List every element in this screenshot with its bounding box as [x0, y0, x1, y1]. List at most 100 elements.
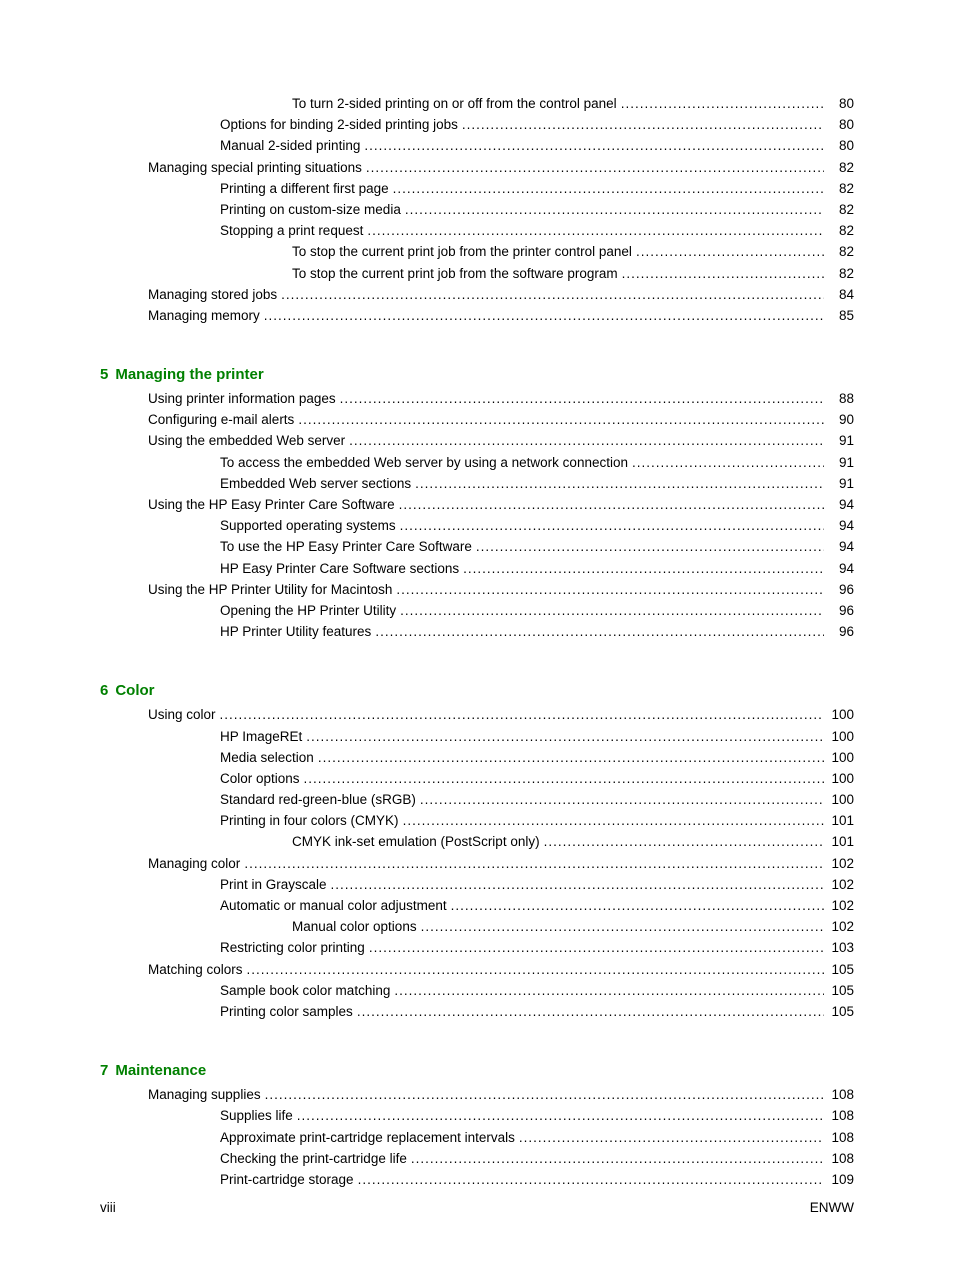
toc-entry[interactable]: Media selection 100 [100, 747, 854, 768]
toc-entry-page: 100 [828, 789, 854, 810]
toc-entry[interactable]: HP Printer Utility features 96 [100, 621, 854, 642]
toc-entry-text: Standard red-green-blue (sRGB) [220, 789, 416, 810]
toc-dot-leader [265, 1084, 824, 1105]
chapter-number: 7 [100, 1062, 108, 1079]
toc-entry[interactable]: Print in Grayscale 102 [100, 874, 854, 895]
toc-entry[interactable]: To stop the current print job from the s… [100, 263, 854, 284]
toc-dot-leader [476, 536, 824, 557]
toc-entry[interactable]: Color options 100 [100, 768, 854, 789]
toc-entry-text: HP Easy Printer Care Software sections [220, 558, 459, 579]
toc-entry-text: Stopping a print request [220, 220, 363, 241]
toc-dot-leader [403, 810, 824, 831]
toc-dot-leader [318, 747, 824, 768]
toc-entry-text: Managing supplies [148, 1084, 261, 1105]
toc-dot-leader [632, 452, 824, 473]
toc-entry-page: 80 [828, 93, 854, 114]
toc-entry-page: 82 [828, 178, 854, 199]
toc-entry-text: Manual color options [292, 916, 417, 937]
toc-dot-leader [297, 1105, 824, 1126]
toc-dot-leader [622, 263, 824, 284]
toc-entry[interactable]: To turn 2-sided printing on or off from … [100, 93, 854, 114]
toc-entry-page: 108 [828, 1105, 854, 1126]
toc-entry-text: Restricting color printing [220, 937, 365, 958]
toc-entry[interactable]: CMYK ink-set emulation (PostScript only)… [100, 831, 854, 852]
toc-entry[interactable]: Managing supplies 108 [100, 1084, 854, 1105]
toc-entry[interactable]: Manual 2-sided printing 80 [100, 135, 854, 156]
toc-entry[interactable]: To stop the current print job from the p… [100, 241, 854, 262]
toc-entry[interactable]: HP Easy Printer Care Software sections 9… [100, 558, 854, 579]
toc-entry[interactable]: Printing a different first page 82 [100, 178, 854, 199]
toc-dot-leader [281, 284, 824, 305]
toc-entry-text: Print-cartridge storage [220, 1169, 354, 1190]
toc-entry[interactable]: Managing special printing situations 82 [100, 157, 854, 178]
toc-entry-page: 82 [828, 220, 854, 241]
toc-entry-text: Managing memory [148, 305, 260, 326]
toc-entry-page: 96 [828, 600, 854, 621]
toc-entry-text: Opening the HP Printer Utility [220, 600, 396, 621]
toc-entry[interactable]: Approximate print-cartridge replacement … [100, 1127, 854, 1148]
toc-entry[interactable]: Using the HP Printer Utility for Macinto… [100, 579, 854, 600]
toc-entry-text: Managing stored jobs [148, 284, 277, 305]
toc-entry-page: 94 [828, 536, 854, 557]
toc-entry[interactable]: Stopping a print request 82 [100, 220, 854, 241]
toc-entry[interactable]: Print-cartridge storage 109 [100, 1169, 854, 1190]
toc-entry-text: Approximate print-cartridge replacement … [220, 1127, 515, 1148]
toc-entry[interactable]: Embedded Web server sections 91 [100, 473, 854, 494]
toc-entry[interactable]: Printing in four colors (CMYK) 101 [100, 810, 854, 831]
toc-entry[interactable]: Restricting color printing 103 [100, 937, 854, 958]
toc-entry[interactable]: Using printer information pages 88 [100, 388, 854, 409]
toc-entry-page: 82 [828, 263, 854, 284]
toc-entry[interactable]: Managing memory 85 [100, 305, 854, 326]
toc-dot-leader [400, 600, 824, 621]
toc-entry[interactable]: Checking the print-cartridge life 108 [100, 1148, 854, 1169]
toc-entry[interactable]: Printing on custom-size media 82 [100, 199, 854, 220]
toc-entry[interactable]: Managing color 102 [100, 853, 854, 874]
toc-entry[interactable]: To use the HP Easy Printer Care Software… [100, 536, 854, 557]
toc-dot-leader [304, 768, 824, 789]
toc-entry[interactable]: Options for binding 2-sided printing job… [100, 114, 854, 135]
toc-entry[interactable]: To access the embedded Web server by usi… [100, 452, 854, 473]
toc-entry[interactable]: Standard red-green-blue (sRGB) 100 [100, 789, 854, 810]
toc-entry[interactable]: Using color 100 [100, 704, 854, 725]
toc-entry-page: 90 [828, 409, 854, 430]
toc-dot-leader [306, 726, 824, 747]
toc-entry-page: 96 [828, 621, 854, 642]
chapter-number: 5 [100, 366, 108, 383]
toc-entry[interactable]: Sample book color matching 105 [100, 980, 854, 1001]
toc-entry[interactable]: Matching colors 105 [100, 959, 854, 980]
toc-dot-leader [349, 430, 824, 451]
toc-entry-text: Supported operating systems [220, 515, 396, 536]
toc-entry-page: 100 [828, 726, 854, 747]
toc-entry-page: 91 [828, 473, 854, 494]
toc-entry-page: 80 [828, 135, 854, 156]
toc-entry[interactable]: Supported operating systems 94 [100, 515, 854, 536]
toc-entry-text: Print in Grayscale [220, 874, 327, 895]
toc-dot-leader [298, 409, 824, 430]
toc-entry[interactable]: Manual color options 102 [100, 916, 854, 937]
toc-entry-page: 101 [828, 810, 854, 831]
toc-entry[interactable]: Opening the HP Printer Utility 96 [100, 600, 854, 621]
toc-entry-page: 82 [828, 199, 854, 220]
toc-entry[interactable]: HP ImageREt 100 [100, 726, 854, 747]
toc-entry[interactable]: Using the embedded Web server 91 [100, 430, 854, 451]
toc-entry-page: 105 [828, 1001, 854, 1022]
toc-entry-page: 101 [828, 831, 854, 852]
toc-dot-leader [369, 937, 824, 958]
toc-entry-text: Manual 2-sided printing [220, 135, 360, 156]
toc-entry[interactable]: Supplies life 108 [100, 1105, 854, 1126]
toc-entry[interactable]: Printing color samples 105 [100, 1001, 854, 1022]
toc-entry-page: 94 [828, 515, 854, 536]
toc-entry-page: 108 [828, 1084, 854, 1105]
toc-entry[interactable]: Managing stored jobs 84 [100, 284, 854, 305]
toc-entry[interactable]: Configuring e-mail alerts 90 [100, 409, 854, 430]
toc-entry[interactable]: Using the HP Easy Printer Care Software … [100, 494, 854, 515]
toc-entry-text: Printing color samples [220, 1001, 353, 1022]
toc-entry[interactable]: Automatic or manual color adjustment 102 [100, 895, 854, 916]
toc-entry-page: 105 [828, 959, 854, 980]
toc-entry-page: 88 [828, 388, 854, 409]
toc-entry-text: Embedded Web server sections [220, 473, 411, 494]
chapter-title: Color [115, 682, 154, 699]
toc-dot-leader [396, 579, 824, 600]
toc-dot-leader [357, 1001, 824, 1022]
toc-dot-leader [331, 874, 824, 895]
